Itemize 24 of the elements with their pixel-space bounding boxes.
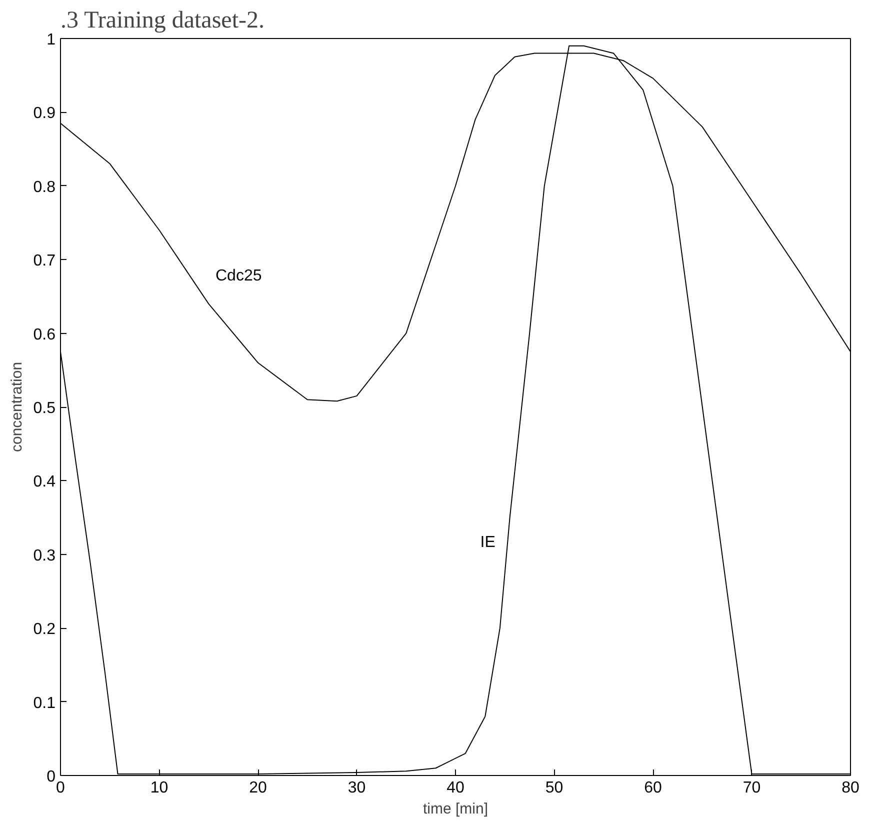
x-tick-label: 20: [249, 780, 267, 796]
y-tick-label: 0.6: [33, 326, 56, 344]
x-tick-label: 70: [742, 780, 761, 796]
series-label: Cdc25: [216, 267, 262, 284]
y-tick-label: 0: [46, 768, 56, 786]
x-axis-title: time [min]: [422, 800, 488, 818]
y-tick-label: 1: [46, 32, 56, 48]
y-tick-label: 0.5: [33, 400, 56, 417]
x-tick-label: 30: [348, 780, 366, 796]
x-tick-label: 50: [545, 780, 564, 796]
series-label: IE: [480, 534, 496, 552]
x-tick-label: 60: [644, 780, 662, 796]
chart-title: .3 Training dataset-2.: [60, 8, 264, 34]
y-tick-label: 0.9: [33, 105, 56, 122]
x-tick-label: 10: [150, 780, 168, 796]
y-tick-label: 0.2: [33, 621, 56, 638]
y-axis-title: concentration: [8, 362, 26, 452]
x-tick-label: 80: [842, 780, 860, 796]
y-tick-label: 0.1: [33, 694, 56, 712]
y-tick-label: 0.3: [33, 547, 56, 564]
y-tick-label: 0.8: [33, 178, 56, 196]
y-tick-label: 0.7: [33, 252, 56, 270]
x-tick-label: 40: [446, 780, 464, 796]
y-tick-label: 0.4: [33, 474, 56, 491]
